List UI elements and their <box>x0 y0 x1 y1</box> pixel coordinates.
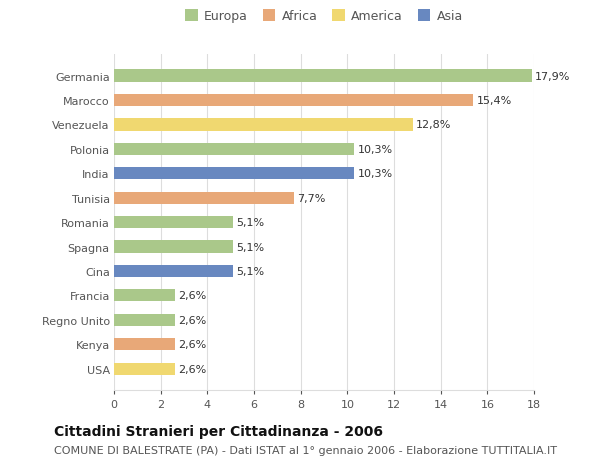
Text: 12,8%: 12,8% <box>416 120 452 130</box>
Text: COMUNE DI BALESTRATE (PA) - Dati ISTAT al 1° gennaio 2006 - Elaborazione TUTTITA: COMUNE DI BALESTRATE (PA) - Dati ISTAT a… <box>54 445 557 455</box>
Text: 5,1%: 5,1% <box>236 266 265 276</box>
Bar <box>114 192 293 204</box>
Text: 10,3%: 10,3% <box>358 145 393 155</box>
Bar <box>114 314 175 326</box>
Text: 5,1%: 5,1% <box>236 242 265 252</box>
Bar <box>114 217 233 229</box>
Bar <box>114 119 413 131</box>
Text: Cittadini Stranieri per Cittadinanza - 2006: Cittadini Stranieri per Cittadinanza - 2… <box>54 425 383 438</box>
Bar <box>114 168 355 180</box>
Bar <box>114 70 532 83</box>
Text: 2,6%: 2,6% <box>178 291 206 301</box>
Text: 7,7%: 7,7% <box>297 193 326 203</box>
Text: 15,4%: 15,4% <box>477 96 512 106</box>
Bar <box>114 338 175 351</box>
Text: 17,9%: 17,9% <box>535 72 571 81</box>
Text: 5,1%: 5,1% <box>236 218 265 228</box>
Bar <box>114 265 233 277</box>
Text: 2,6%: 2,6% <box>178 315 206 325</box>
Bar <box>114 363 175 375</box>
Bar <box>114 290 175 302</box>
Bar <box>114 241 233 253</box>
Text: 10,3%: 10,3% <box>358 169 393 179</box>
Bar <box>114 95 473 107</box>
Legend: Europa, Africa, America, Asia: Europa, Africa, America, Asia <box>182 8 466 26</box>
Text: 2,6%: 2,6% <box>178 340 206 349</box>
Bar <box>114 143 355 156</box>
Text: 2,6%: 2,6% <box>178 364 206 374</box>
